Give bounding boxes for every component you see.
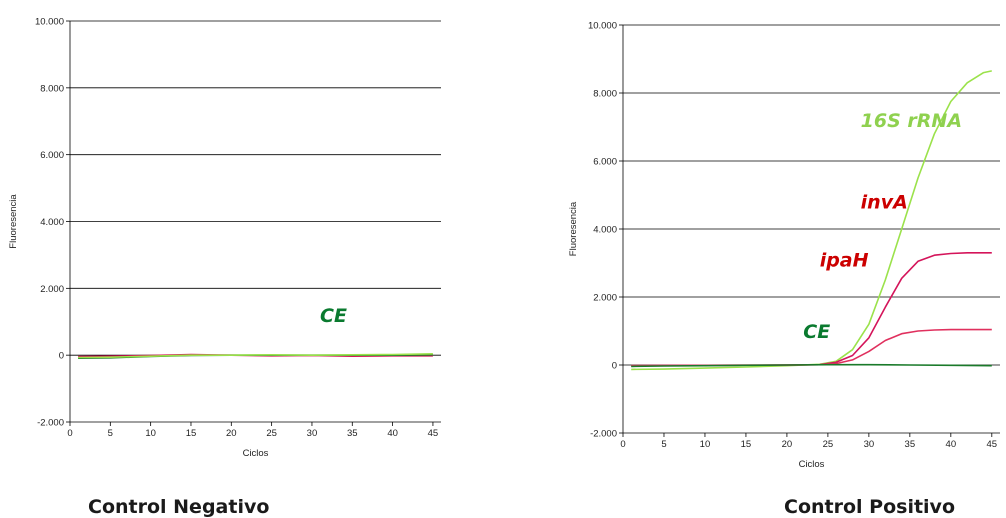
x-tick-label: 45 (987, 439, 998, 450)
y-tick-label: 2.000 (593, 293, 617, 304)
y-tick-label: 4.000 (593, 225, 617, 236)
y-axis-title: Fluoresencia (568, 201, 579, 256)
x-tick-label: 15 (741, 439, 752, 450)
y-tick-label: 0 (59, 351, 64, 362)
x-axis-title: Ciclos (799, 459, 825, 470)
annotation-label: CE (803, 321, 830, 343)
y-axis-title: Fluoresencia (8, 194, 19, 249)
x-tick-label: 15 (186, 428, 197, 439)
y-tick-label: 8.000 (593, 89, 617, 100)
y-tick-label: 4.000 (40, 217, 64, 228)
x-tick-label: 0 (67, 428, 72, 439)
x-tick-label: 35 (905, 439, 916, 450)
x-tick-label: 10 (145, 428, 156, 439)
annotation-label: invA (861, 192, 908, 214)
x-tick-label: 40 (946, 439, 957, 450)
x-tick-label: 25 (266, 428, 277, 439)
y-tick-label: -2.000 (37, 418, 64, 429)
x-tick-label: 40 (387, 428, 398, 439)
series-line-2 (631, 252, 992, 367)
x-tick-label: 30 (307, 428, 318, 439)
series-line-1 (631, 70, 992, 371)
x-axis-title: Ciclos (243, 448, 269, 459)
y-tick-label: 6.000 (40, 150, 64, 161)
x-tick-label: 5 (661, 439, 666, 450)
chart-panel-positive: -2.000 0 2.000 4.000 6.000 8.000 10.000 0 5 10 15 2… (560, 0, 1006, 518)
x-tick-label: 20 (782, 439, 793, 450)
x-tick-label: 30 (864, 439, 875, 450)
x-tick-label: 10 (700, 439, 711, 450)
y-tick-label: 2.000 (40, 284, 64, 295)
x-tick-label: 5 (108, 428, 113, 439)
x-tick-label: 45 (428, 428, 439, 439)
y-tick-label: -2.000 (590, 429, 617, 440)
x-tick-label: 20 (226, 428, 237, 439)
annotation-label: CE (320, 305, 347, 327)
series-line-3 (78, 353, 433, 359)
x-tick-label: 35 (347, 428, 358, 439)
y-tick-label: 0 (612, 361, 617, 372)
y-tick-label: 8.000 (40, 83, 64, 94)
chart-panel-negative: -2.000 0 2.000 4.000 6.000 8.000 10.000 0 5 10 15 2… (0, 0, 480, 518)
x-tick-label: 25 (823, 439, 834, 450)
annotation-label: ipaH (820, 249, 869, 271)
caption-negative: Control Negativo (88, 496, 270, 518)
y-tick-label: 6.000 (593, 157, 617, 168)
x-tick-label: 0 (620, 439, 625, 450)
series-line-4 (631, 363, 992, 368)
y-tick-label: 10.000 (588, 21, 617, 32)
y-tick-label: 10.000 (35, 17, 64, 28)
annotation-label: 16S rRNA (861, 110, 962, 132)
caption-positive: Control Positivo (784, 496, 955, 518)
